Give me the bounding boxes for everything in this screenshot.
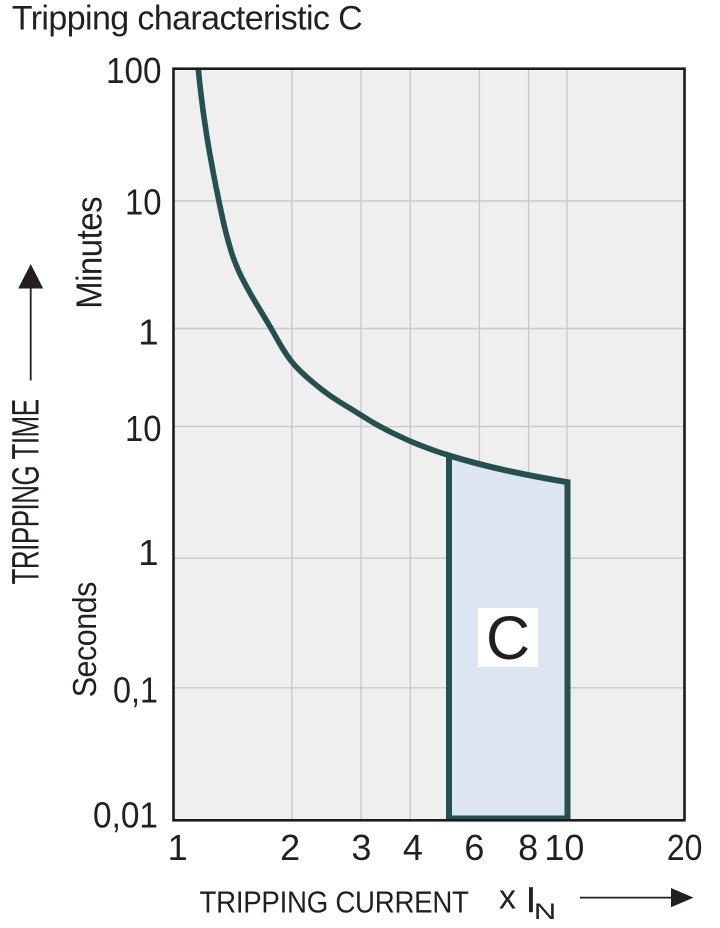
svg-text:Minutes: Minutes — [70, 197, 110, 309]
svg-text:Seconds: Seconds — [66, 582, 103, 697]
svg-text:N: N — [534, 899, 557, 924]
svg-text:8: 8 — [518, 827, 538, 868]
svg-text:3: 3 — [351, 827, 371, 868]
svg-text:C: C — [486, 604, 530, 672]
svg-text:6: 6 — [464, 827, 484, 868]
svg-text:4: 4 — [403, 827, 423, 868]
svg-text:10: 10 — [544, 827, 584, 868]
svg-text:x: x — [499, 879, 516, 917]
svg-text:100: 100 — [106, 50, 162, 91]
svg-text:1: 1 — [168, 827, 188, 868]
svg-text:0,01: 0,01 — [93, 795, 158, 836]
svg-text:TRIPPING TIME: TRIPPING TIME — [5, 399, 47, 584]
svg-text:20: 20 — [667, 827, 703, 868]
svg-text:Tripping characteristic C: Tripping characteristic C — [12, 0, 362, 37]
svg-text:10: 10 — [125, 182, 162, 223]
svg-text:1: 1 — [138, 532, 158, 573]
svg-text:TRIPPING CURRENT: TRIPPING CURRENT — [200, 886, 470, 920]
svg-text:1: 1 — [138, 312, 158, 353]
svg-text:10: 10 — [125, 408, 162, 449]
svg-text:0,1: 0,1 — [113, 670, 158, 711]
svg-text:2: 2 — [280, 827, 300, 868]
